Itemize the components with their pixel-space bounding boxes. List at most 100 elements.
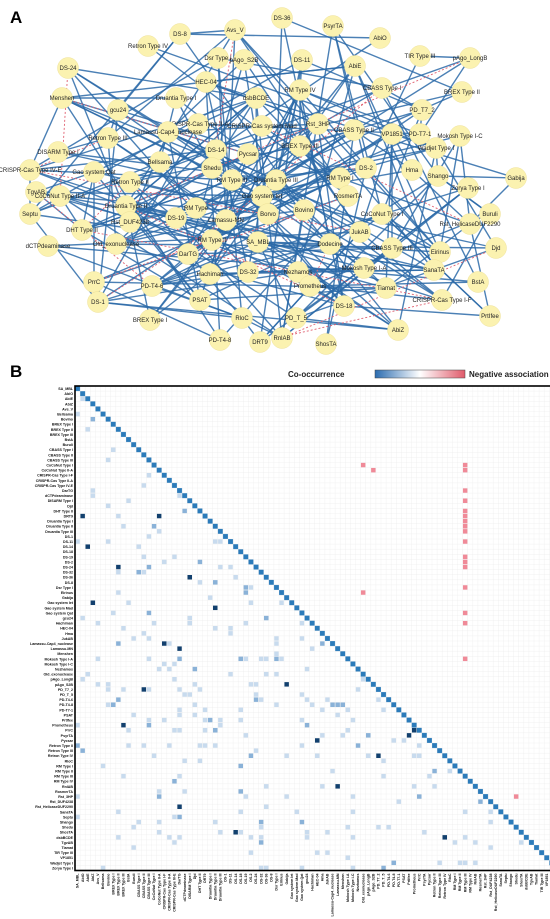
heatmap-cell [248,753,254,758]
node-crispr-cas-type-iv-e: CRISPR-Cas Type IV-E [0,159,61,181]
node-label: Tiamat [377,286,395,292]
node-circle [505,167,527,189]
node-rnlab: RnlAB [271,327,293,349]
column-label: Lamassu-Cap4_nuclease [331,874,335,917]
column-label: Menshen [341,874,345,890]
legend: Co-occurrence Negative association [288,369,549,379]
row-label: Mokosh Type I-C [45,662,74,666]
node-circle [97,127,119,149]
network-edge [59,195,269,215]
node-cbass-type-i: CBASS Type I [363,77,401,99]
node-brex-type-i: BREX Type I [133,309,167,331]
node-rm-type-iv: RM Type IV [284,79,316,101]
node-circle [349,221,371,243]
node-label: Retron Type II [111,180,149,186]
heatmap-cell [452,840,458,845]
node-label: CRISPR-Cas Type II-A [168,122,229,128]
node-label: dsbBCDE [243,96,269,102]
node-label: DHT Type II [66,228,98,234]
node-label: RM Type I [326,176,354,182]
heatmap-diagonal-cell [518,829,524,835]
column-label: TIR Type III [540,874,544,893]
heatmap-cell [167,743,172,748]
node-label: BstA [472,280,485,286]
heatmap-cell [121,722,126,728]
heatmap-diagonal-cell [197,508,203,514]
network-edge [281,17,345,307]
heatmap-cell-negative [462,488,468,493]
node-cbass-type-ii: CBASS Type II [334,119,374,141]
network-edge [299,65,356,147]
network-edge [115,195,263,245]
heatmap-cell [207,595,213,600]
row-label: pAgo_S2B [55,683,74,687]
heatmap-cell [85,427,90,432]
heatmap-cell [213,580,218,585]
node-label: Borvo [260,212,276,218]
node-label: PsyrTA [323,24,342,30]
heatmap-diagonal-cell [375,686,381,692]
heatmap-cell [213,605,218,611]
node-circle [251,115,273,137]
heatmap-cell [233,830,238,835]
heatmap-cell [488,819,493,825]
heatmap-cell [264,615,269,621]
heatmap-cell-negative [462,620,468,626]
node-label: Druantia Type III [254,178,298,184]
row-label: CRISPR-Cas Type II-A [36,479,74,483]
node-circle [423,259,445,281]
heatmap-cell [218,564,223,570]
heatmap-cell [141,483,147,488]
network-edge [267,213,283,339]
heatmap-cell [238,809,243,815]
heatmap-diagonal-cell [233,544,239,550]
heatmap-cell [177,687,182,692]
node-label: DS-32 [239,270,257,276]
node-rm-type-iii: RM Type III [217,169,248,191]
node-rst-helicaseduf2290: Rst_HelicaseDUF2290 [439,213,501,235]
heatmap-cell [299,717,305,723]
heatmap-cell [304,830,310,835]
heatmap-cell [218,830,223,835]
heatmap-cell [172,677,177,682]
column-label: AbiZ [91,873,95,882]
heatmap-cell [462,835,468,840]
node-label: Bellsama [148,160,173,166]
network-edge [29,33,181,215]
column-label: Nezhamos [356,874,360,892]
heatmap-cell [156,819,162,825]
node-circle [257,203,279,225]
network-edge [325,129,355,345]
heatmap-cell [146,534,152,539]
node-jukab: JukAB [349,221,371,243]
heatmap-cell-negative [462,513,468,519]
node-pycsar: Pycsar [237,143,259,165]
heatmap-cell [90,488,96,493]
row-label: Septu [63,815,73,819]
node-circle [451,81,473,103]
heatmap-cell [366,753,371,758]
heatmap-cell [243,585,249,590]
heatmap-cell [299,865,305,871]
node-circle [201,229,223,251]
heatmap-cell [141,569,147,575]
heatmap-diagonal-cell [365,676,371,682]
heatmap-cell [90,416,96,422]
node-label: Djd [491,246,500,252]
heatmap-diagonal-cell [141,452,147,458]
node-ds-1: DS-1 [87,291,109,313]
column-label: Druantia Type I [208,874,212,900]
heatmap-cell [182,692,187,697]
heatmap-cell [350,809,356,815]
heatmap-cell [473,860,478,866]
heatmap-cell [105,539,111,544]
heatmap-cell [162,717,167,723]
node-circle [187,113,209,135]
heatmap-diagonal-cell [452,763,458,769]
heatmap-cell [177,493,182,498]
heatmap-cell [437,860,442,866]
column-label: BstA [127,873,131,882]
node-djd: Djd [485,237,507,259]
row-label: RM Type II [55,769,73,773]
heatmap-diagonal-cell [370,681,376,687]
